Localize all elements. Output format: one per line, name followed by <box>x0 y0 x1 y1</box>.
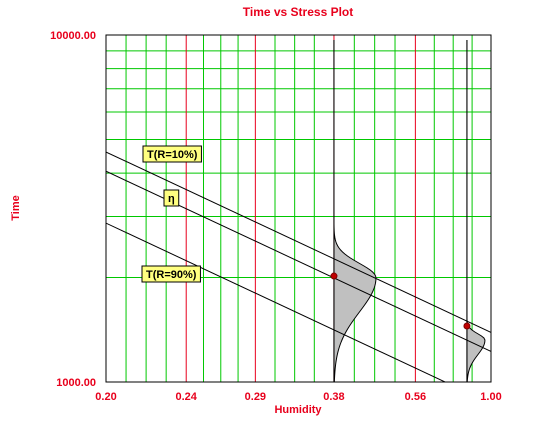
pdf-curve <box>333 40 377 383</box>
y-tick-label: 10000.00 <box>50 30 96 42</box>
data-point <box>463 322 471 330</box>
line-label-frame <box>142 145 202 163</box>
x-tick-label: 1.00 <box>480 391 501 403</box>
line-label-text: T(R=90%) <box>146 269 197 281</box>
line-label-box: η <box>163 189 180 207</box>
pdf-curves <box>333 40 486 383</box>
y-tick-label: 1000.00 <box>56 377 96 389</box>
data-points <box>330 272 471 330</box>
axis-ticks: 0.20 0.24 0.29 0.38 0.56 1.00 1000.00 10000.00 <box>50 30 502 403</box>
chart-title: Time vs Stress Plot <box>243 5 354 19</box>
grid <box>105 35 492 382</box>
data-point <box>330 272 338 280</box>
line-label-text: η <box>168 193 175 205</box>
x-tick-label: 0.56 <box>405 391 426 403</box>
x-axis-label: Humidity <box>274 404 322 416</box>
line-label-text: T(R=10%) <box>147 149 198 161</box>
model-line <box>106 151 491 333</box>
line-label-box: T(R=90%) <box>141 265 201 283</box>
model-line <box>106 222 447 382</box>
y-axis-label: Time <box>10 195 22 220</box>
x-tick-label: 0.24 <box>175 391 197 403</box>
model-line <box>106 170 491 352</box>
x-tick-label: 0.38 <box>323 391 344 403</box>
x-tick-label: 0.29 <box>245 391 266 403</box>
line-label-frame <box>141 265 201 283</box>
line-annotations: T(R=10%) η T(R=90%) <box>141 145 202 283</box>
plot-frame <box>105 34 492 383</box>
line-label-frame <box>163 189 180 207</box>
line-label-box: T(R=10%) <box>142 145 202 163</box>
pdf-curve <box>466 40 486 383</box>
x-tick-label: 0.20 <box>95 391 116 403</box>
